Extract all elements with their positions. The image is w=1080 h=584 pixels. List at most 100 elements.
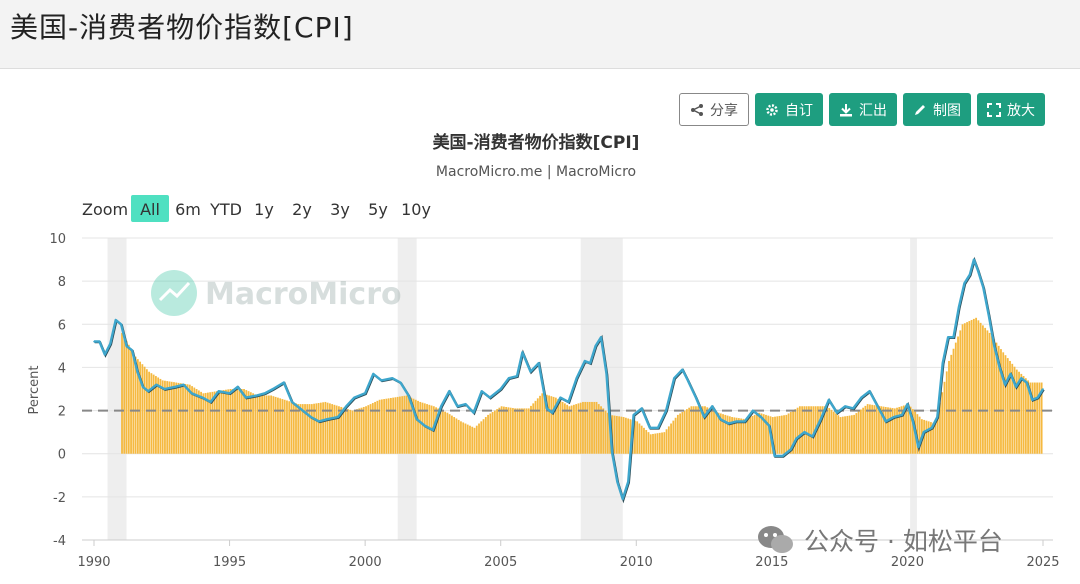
- bar-346: [902, 405, 905, 454]
- cpi-point-36: [380, 379, 383, 382]
- cpi-point-61: [583, 360, 586, 362]
- cpi-point-52: [516, 375, 518, 377]
- bar-181: [530, 405, 532, 454]
- bar-118: [387, 398, 390, 454]
- cpi-point-31: [337, 416, 339, 418]
- bar-114: [378, 399, 381, 454]
- bar-377: [972, 318, 975, 454]
- bar-90: [324, 401, 327, 454]
- bar-220: [618, 416, 621, 454]
- cpi-point-87: [768, 424, 770, 427]
- bar-343: [896, 407, 898, 454]
- bar-130: [414, 399, 417, 454]
- bar-116: [383, 399, 386, 454]
- expand-button[interactable]: 放大: [977, 93, 1045, 126]
- zoom-option-2y[interactable]: 2y: [292, 200, 312, 219]
- cpi-point-3: [109, 342, 112, 345]
- bar-17: [159, 378, 162, 454]
- share-icon: [691, 103, 703, 116]
- bar-278: [749, 417, 752, 454]
- zoom-option-10y[interactable]: 10y: [401, 200, 431, 219]
- bar-292: [780, 415, 783, 454]
- bar-110: [369, 404, 372, 454]
- bar-219: [615, 415, 618, 454]
- bar-301: [801, 406, 804, 454]
- page-title: 美国-消费者物价指数[CPI]: [10, 11, 354, 44]
- bar-112: [374, 401, 376, 454]
- zoom-option-all[interactable]: All: [131, 195, 169, 222]
- bar-252: [690, 406, 693, 454]
- zoom-option-ytd[interactable]: YTD: [209, 200, 242, 219]
- bar-363: [941, 392, 944, 454]
- cpi-point-62: [589, 362, 591, 364]
- bar-63: [263, 395, 266, 454]
- axes: -4 -2 0 2 4 6 8 10 1990 1995 2000 2005 2010 2015 2020 2…: [49, 232, 1059, 570]
- share-button[interactable]: 分享: [679, 93, 749, 126]
- cpi-point-114: [958, 306, 960, 308]
- bar-157: [475, 425, 478, 454]
- bar-373: [963, 323, 966, 454]
- bar-48: [229, 389, 232, 454]
- cpi-point-96: [836, 411, 838, 414]
- bar-35: [200, 391, 202, 454]
- bar-37: [204, 392, 207, 454]
- export-button[interactable]: 汇出: [829, 93, 897, 126]
- bar-29: [186, 384, 189, 454]
- bar-108: [365, 406, 367, 454]
- bar-155: [471, 426, 474, 454]
- recession-band-0: [107, 238, 127, 540]
- cpi-point-74: [665, 409, 667, 412]
- bar-139: [435, 407, 437, 454]
- bar-383: [986, 330, 989, 454]
- bar-212: [600, 406, 602, 454]
- bar-79: [299, 404, 302, 454]
- bar-39: [209, 392, 212, 454]
- zoom-option-5y[interactable]: 5y: [368, 200, 388, 219]
- bar-172: [509, 407, 512, 454]
- bar-2: [125, 340, 128, 454]
- cpi-point-89: [781, 455, 784, 457]
- cpi-point-2: [104, 353, 106, 356]
- bar-261: [710, 409, 713, 454]
- bar-302: [803, 406, 806, 454]
- bar-267: [724, 414, 727, 454]
- cpi-point-17: [209, 401, 212, 403]
- cpi-point-75: [673, 377, 676, 380]
- bar-164: [491, 412, 494, 454]
- bar-268: [726, 415, 729, 454]
- bar-314: [830, 409, 833, 454]
- cpi-point-29: [318, 420, 320, 423]
- bar-195: [561, 401, 564, 454]
- bar-58: [252, 393, 254, 454]
- custom-label: 自订: [785, 102, 813, 119]
- bar-360: [934, 423, 937, 454]
- draw-button[interactable]: 制图: [903, 93, 971, 126]
- bar-293: [783, 415, 785, 454]
- cpi-point-47: [472, 411, 475, 414]
- bar-399: [1022, 376, 1025, 454]
- bar-100: [347, 409, 349, 454]
- bar-388: [997, 345, 1000, 454]
- cpi-point-101: [876, 405, 879, 408]
- recession-bands: [107, 238, 917, 540]
- zoom-option-6m[interactable]: 6m: [175, 200, 201, 219]
- bar-405: [1036, 382, 1039, 454]
- bar-132: [419, 401, 422, 454]
- bar-303: [805, 406, 808, 454]
- cpi-point-34: [364, 392, 366, 395]
- bar-207: [588, 401, 591, 454]
- bar-51: [236, 389, 239, 454]
- zoom-option-3y[interactable]: 3y: [330, 200, 350, 219]
- bar-12: [148, 371, 151, 454]
- bar-198: [568, 406, 571, 454]
- zoom-option-1y[interactable]: 1y: [254, 200, 274, 219]
- cpi-point-23: [264, 392, 266, 395]
- bar-1: [123, 336, 126, 454]
- bar-85: [313, 403, 315, 454]
- bar-318: [839, 417, 842, 454]
- bar-98: [342, 407, 345, 454]
- custom-button[interactable]: 自订: [755, 93, 823, 126]
- bar-248: [681, 412, 684, 454]
- cpi-point-12: [163, 388, 166, 390]
